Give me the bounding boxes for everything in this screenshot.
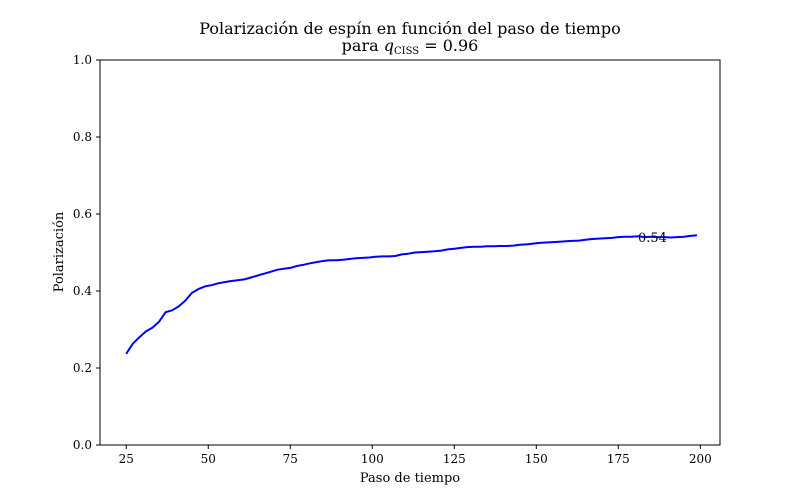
x-tick-label: 100 — [361, 452, 384, 466]
y-tick-label: 0.2 — [73, 361, 92, 375]
y-tick-label: 0.4 — [73, 284, 92, 298]
x-axis-ticks: 25 50 75 100 125 150 175 200 — [119, 445, 712, 466]
y-tick-label: 0.6 — [73, 207, 92, 221]
subtitle-sub: CISS — [394, 46, 419, 57]
series-line — [125, 234, 698, 355]
subtitle-var: q — [384, 36, 394, 55]
chart-title: Polarización de espín en función del pas… — [199, 19, 620, 38]
x-axis-label: Paso de tiempo — [360, 471, 460, 486]
x-tick-label: 175 — [607, 452, 630, 466]
x-tick-label: 200 — [689, 452, 712, 466]
y-axis-label: Polarización — [52, 211, 67, 292]
value-annotation: 0.54 — [638, 231, 667, 246]
x-tick-label: 125 — [443, 452, 466, 466]
subtitle-suffix: = 0.96 — [419, 36, 478, 55]
x-tick-label: 150 — [525, 452, 548, 466]
y-tick-label: 0.8 — [73, 130, 92, 144]
series-line-group — [125, 234, 698, 355]
x-tick-label: 25 — [119, 452, 134, 466]
y-axis-ticks: 0.0 0.2 0.4 0.6 0.8 1.0 — [73, 53, 100, 452]
x-tick-label: 75 — [283, 452, 298, 466]
chart-subtitle: para qCISS = 0.96 — [342, 36, 479, 57]
subtitle-prefix: para — [342, 36, 384, 55]
plot-frame — [99, 59, 721, 446]
y-tick-label: 0.0 — [73, 438, 92, 452]
x-tick-label: 50 — [201, 452, 216, 466]
y-tick-label: 1.0 — [73, 53, 92, 67]
